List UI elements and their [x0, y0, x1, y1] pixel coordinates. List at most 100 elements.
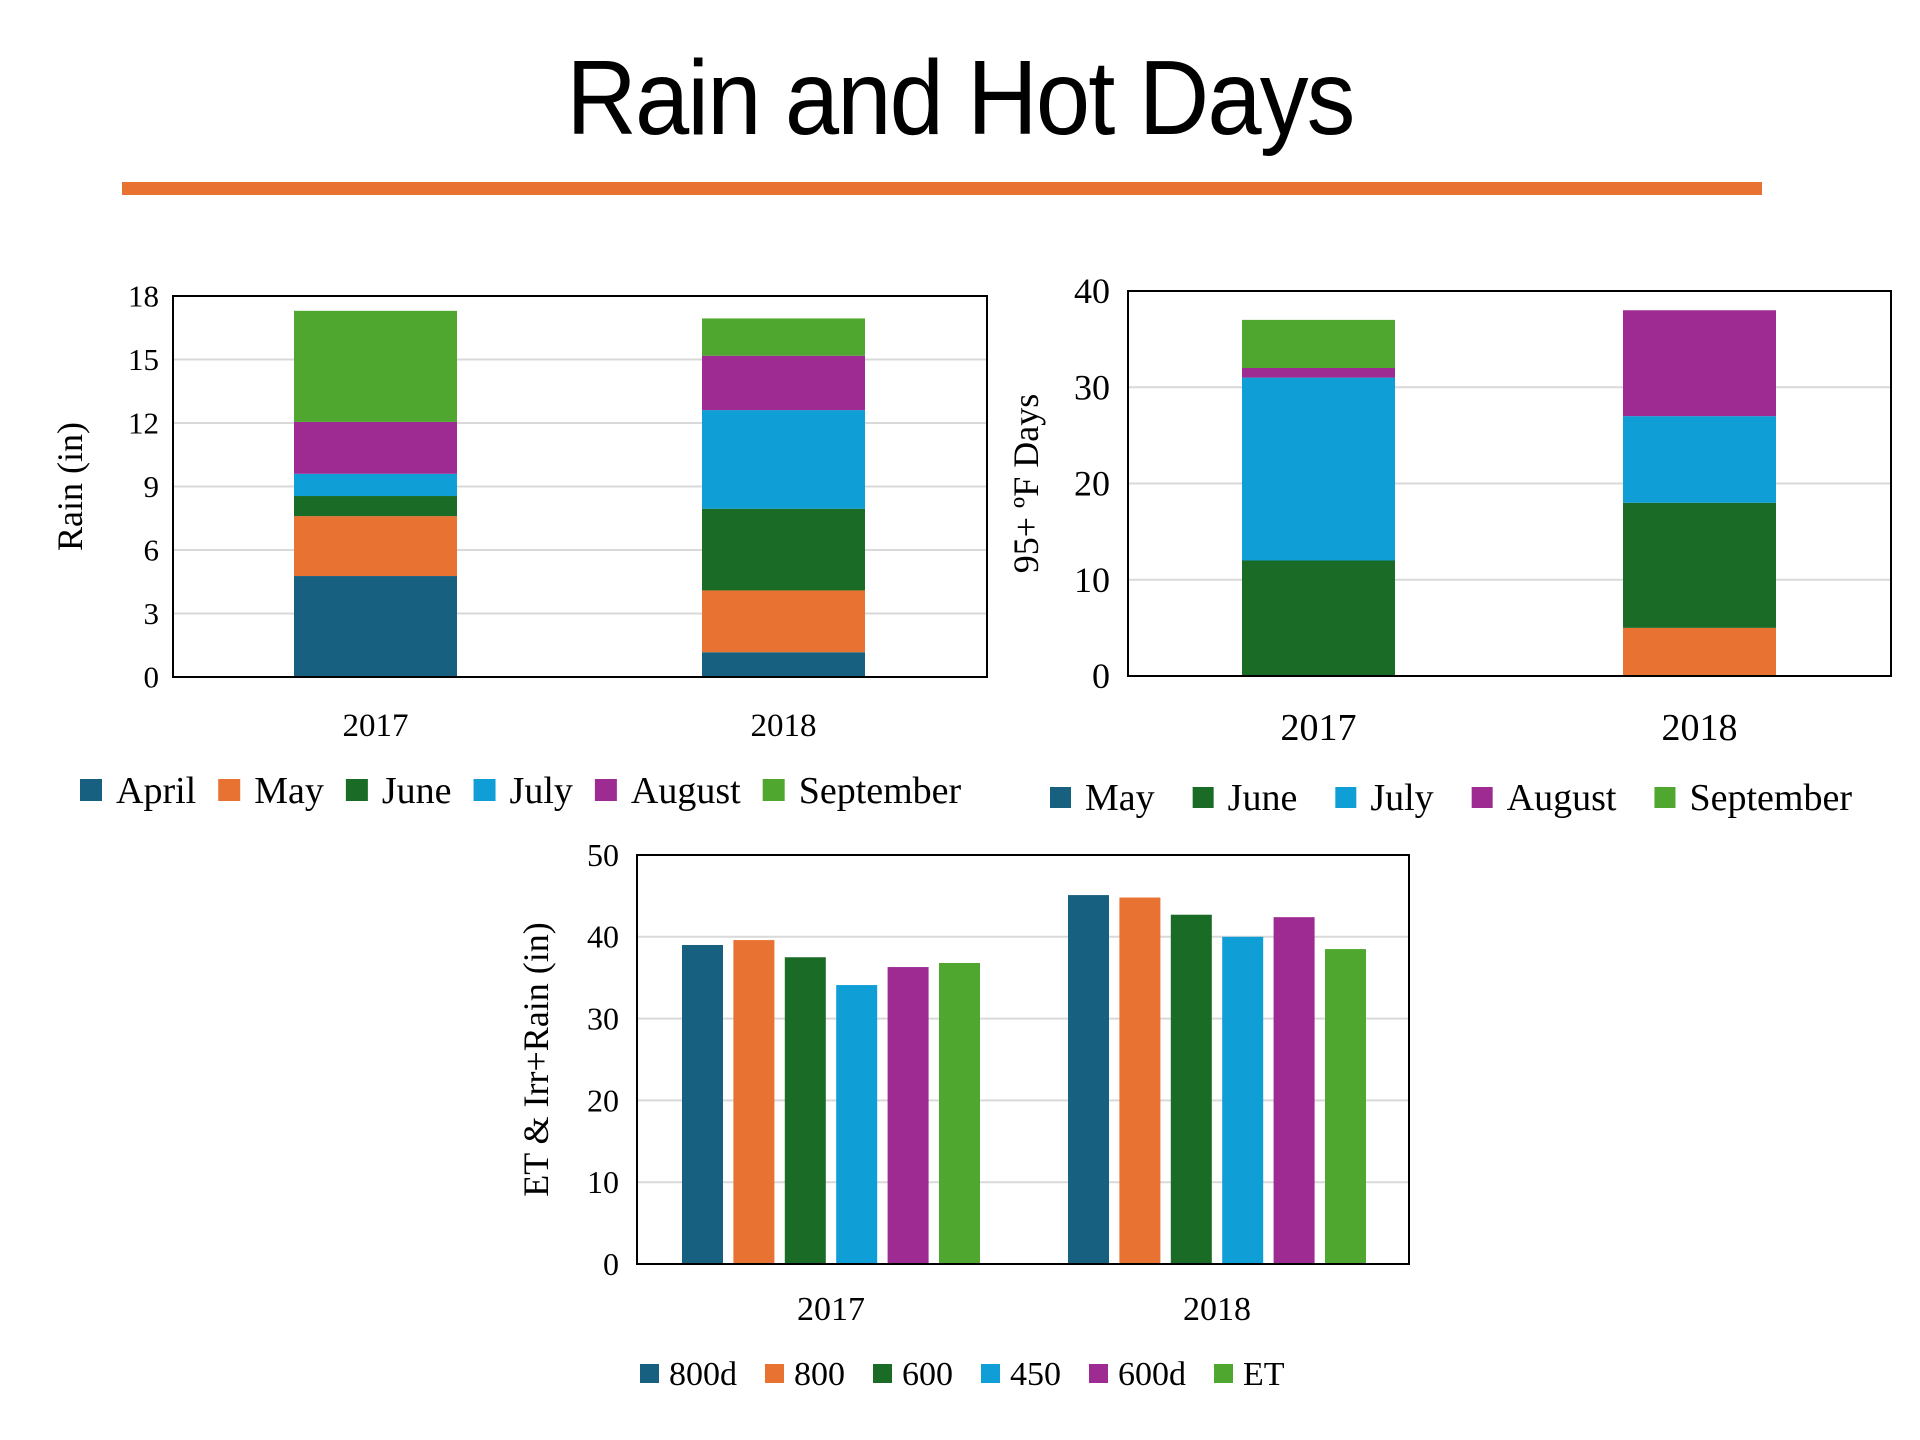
bar-segment-april-2017: [294, 576, 457, 677]
plot-area-border: [172, 295, 988, 678]
legend-swatch-june: [345, 779, 368, 801]
y-axis-title: Rain (in): [50, 422, 90, 551]
legend-swatch-600: [873, 1364, 892, 1383]
bar-450-2018: [1222, 936, 1264, 1264]
legend-label: June: [382, 770, 452, 812]
bar-et-2017: [939, 962, 980, 1264]
x-category-label: 2018: [751, 708, 817, 744]
bar-segment-august-2017: [294, 421, 457, 474]
y-tick-label: 30: [587, 1000, 619, 1036]
x-category-label: 2018: [1662, 707, 1738, 749]
legend-label: ET: [1243, 1356, 1285, 1393]
y-tick-label: 30: [1074, 367, 1110, 407]
legend-label: July: [1370, 777, 1433, 819]
y-tick-label: 12: [128, 406, 159, 441]
y-tick-label: 50: [587, 837, 619, 873]
bar-800d-2017: [682, 944, 723, 1264]
legend-swatch-800: [765, 1364, 784, 1383]
bar-segment-july-2017: [294, 473, 457, 497]
bar-800-2017: [733, 940, 775, 1264]
x-category-label: 2018: [1183, 1291, 1251, 1328]
bar-segment-september-2017: [1242, 319, 1395, 368]
bar-segment-june-2017: [294, 496, 457, 517]
y-tick-label: 9: [144, 469, 160, 504]
y-tick-label: 0: [1092, 656, 1110, 696]
legend-label: August: [631, 770, 741, 812]
title-underline-rule: [122, 182, 1762, 195]
bar-segment-august-2018: [702, 355, 865, 411]
legend-swatch-april: [80, 779, 102, 801]
legend-swatch-july: [1335, 787, 1357, 808]
bar-600d-2017: [887, 967, 929, 1264]
legend-label: 600: [902, 1356, 953, 1393]
legend-swatch-600d: [1089, 1364, 1108, 1383]
y-tick-label: 20: [587, 1082, 619, 1118]
bar-800-2018: [1119, 897, 1161, 1264]
legend-label: May: [254, 770, 324, 812]
slide-title: Rain and Hot Days: [566, 39, 1355, 157]
bar-600-2017: [784, 957, 826, 1264]
legend-label: 600d: [1118, 1356, 1186, 1393]
legend-swatch-august: [1471, 787, 1493, 808]
bar-600-2018: [1170, 914, 1212, 1264]
bar-600d-2018: [1273, 917, 1315, 1264]
y-tick-label: 0: [603, 1246, 619, 1282]
legend-swatch-august: [594, 779, 617, 801]
plot-area-border: [1127, 290, 1892, 677]
legend-label: August: [1507, 777, 1617, 819]
bar-segment-july-2018: [702, 410, 865, 509]
bar-segment-may-2017: [294, 516, 457, 577]
y-tick-label: 18: [128, 279, 159, 314]
bar-segment-september-2017: [294, 310, 457, 422]
legend-label: May: [1085, 777, 1155, 819]
y-axis-title: ET & Irr+Rain (in): [516, 922, 556, 1197]
bar-segment-august-2017: [1242, 368, 1395, 378]
x-category-label: 2017: [343, 708, 409, 744]
legend-swatch-september: [1654, 787, 1676, 808]
bar-450-2017: [836, 985, 878, 1264]
bar-segment-june-2017: [1242, 560, 1395, 676]
bar-segment-may-2018: [702, 590, 865, 653]
legend-swatch-450: [981, 1364, 1000, 1383]
bar-800d-2018: [1068, 895, 1109, 1264]
bar-segment-june-2018: [1623, 502, 1776, 628]
bar-segment-june-2018: [702, 508, 865, 591]
bar-segment-september-2018: [702, 318, 865, 356]
legend-swatch-et: [1214, 1364, 1233, 1383]
legend-swatch-800d: [640, 1364, 659, 1383]
legend-swatch-june: [1192, 787, 1214, 808]
legend-swatch-july: [473, 779, 496, 801]
bar-segment-may-2018: [1623, 627, 1776, 676]
legend-swatch-september: [762, 779, 785, 801]
bar-segment-august-2018: [1623, 310, 1776, 417]
legend-swatch-may: [1050, 787, 1071, 808]
x-category-label: 2017: [797, 1291, 865, 1328]
plot-area-border: [636, 854, 1410, 1265]
x-category-label: 2017: [1281, 707, 1357, 749]
legend-label: 450: [1010, 1356, 1061, 1393]
legend-label: July: [510, 770, 573, 812]
legend-swatch-may: [218, 779, 241, 801]
legend-label: April: [116, 770, 196, 812]
legend-label: September: [1689, 777, 1852, 819]
bar-et-2018: [1325, 949, 1366, 1264]
y-tick-label: 15: [128, 342, 159, 377]
y-tick-label: 20: [1074, 464, 1110, 504]
y-axis-title: 95+ ºF Days: [1006, 394, 1046, 573]
legend-label: June: [1228, 777, 1298, 819]
y-tick-label: 3: [144, 596, 160, 631]
legend-label: 800d: [669, 1356, 737, 1393]
y-tick-label: 40: [1074, 271, 1110, 311]
bar-segment-july-2017: [1242, 377, 1395, 561]
y-tick-label: 40: [587, 919, 619, 955]
y-tick-label: 10: [587, 1164, 619, 1200]
legend-label: 800: [794, 1356, 845, 1393]
y-tick-label: 6: [144, 533, 160, 568]
legend-label: September: [799, 770, 962, 812]
y-tick-label: 10: [1074, 560, 1110, 600]
bar-segment-april-2018: [702, 652, 865, 677]
